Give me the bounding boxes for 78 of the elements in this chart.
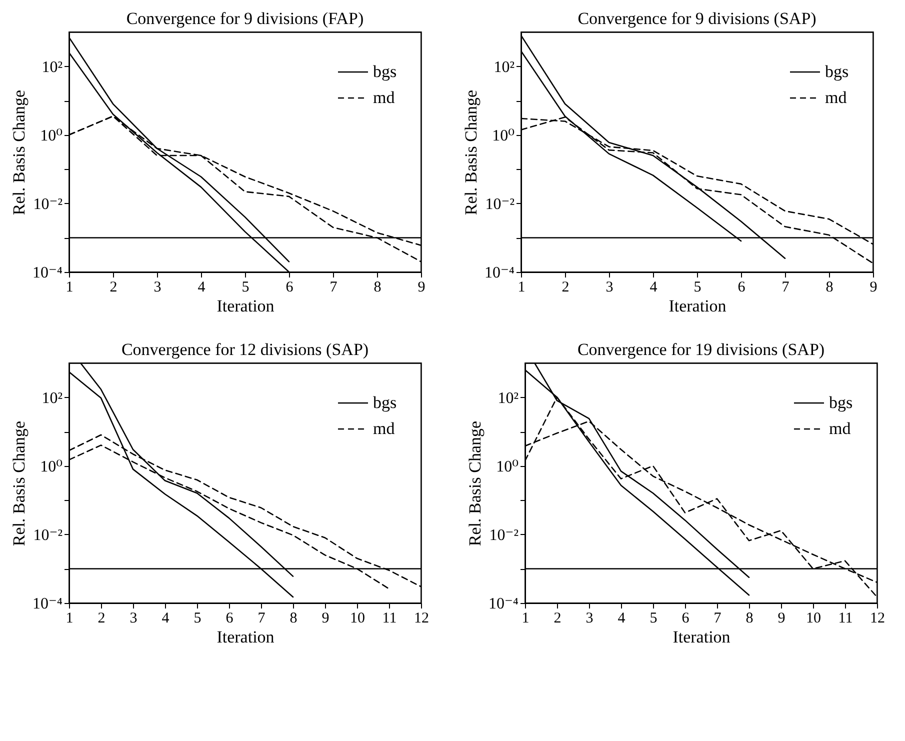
y-tick-label: 10⁰ (40, 127, 62, 144)
x-tick-label: 4 (198, 280, 206, 296)
x-tick-label: 9 (418, 280, 426, 296)
chart-title: Convergence for 9 divisions (FAP) (126, 9, 364, 28)
x-tick-label: 11 (838, 610, 853, 626)
y-tick-label: 10⁻² (485, 196, 515, 213)
legend-label: bgs (373, 393, 397, 412)
x-tick-label: 2 (110, 280, 118, 296)
x-tick-label: 5 (194, 610, 202, 626)
x-tick-label: 8 (746, 610, 754, 626)
x-tick-label: 11 (382, 610, 397, 626)
chart-title: Convergence for 19 divisions (SAP) (577, 340, 825, 359)
x-tick-label: 6 (286, 280, 294, 296)
x-tick-label: 4 (650, 280, 658, 296)
x-tick-label: 7 (782, 280, 790, 296)
x-tick-label: 1 (66, 610, 74, 626)
x-tick-label: 7 (258, 610, 266, 626)
x-tick-label: 2 (562, 280, 570, 296)
x-tick-label: 9 (322, 610, 330, 626)
x-tick-label: 3 (130, 610, 138, 626)
x-tick-label: 3 (586, 610, 594, 626)
legend-label: md (825, 88, 848, 107)
x-tick-label: 3 (154, 280, 162, 296)
x-tick-label: 5 (650, 610, 658, 626)
y-tick-label: 10⁻² (33, 196, 63, 213)
x-tick-label: 7 (714, 610, 722, 626)
x-tick-label: 5 (694, 280, 702, 296)
y-tick-label: 10⁻⁴ (32, 264, 63, 282)
legend-label: bgs (829, 393, 853, 412)
x-tick-label: 4 (162, 610, 170, 626)
x-tick-label: 10 (806, 610, 821, 626)
x-tick-label: 3 (606, 280, 614, 296)
x-axis-title: Iteration (216, 628, 275, 646)
y-tick-label: 10⁻⁴ (32, 596, 63, 612)
legend-label: md (373, 419, 396, 438)
x-tick-label: 2 (554, 610, 562, 626)
x-tick-label: 1 (522, 610, 530, 626)
x-tick-label: 8 (374, 280, 382, 296)
x-tick-label: 12 (414, 610, 429, 626)
y-axis-title: Rel. Basis Change (465, 420, 484, 546)
y-tick-label: 10⁰ (496, 458, 518, 476)
x-tick-label: 1 (518, 280, 526, 296)
x-tick-label: 10 (350, 610, 365, 626)
y-axis-title: Rel. Basis Change (9, 90, 28, 216)
chart-title: Convergence for 9 divisions (SAP) (578, 9, 816, 28)
y-tick-label: 10⁰ (40, 458, 62, 476)
legend-label: md (829, 419, 852, 438)
x-tick-label: 1 (66, 280, 74, 296)
x-tick-label: 4 (618, 610, 626, 626)
y-tick-label: 10² (42, 58, 63, 76)
x-tick-label: 5 (242, 280, 250, 296)
x-tick-label: 7 (330, 280, 338, 296)
y-tick-label: 10⁻² (33, 526, 63, 544)
legend-label: bgs (825, 62, 849, 81)
x-tick-label: 2 (98, 610, 106, 626)
x-tick-label: 6 (226, 610, 234, 626)
x-tick-label: 12 (870, 610, 885, 626)
x-tick-label: 9 (870, 280, 878, 296)
x-axis-title: Iteration (216, 296, 275, 316)
x-axis-title: Iteration (668, 296, 727, 316)
x-axis-title: Iteration (672, 628, 731, 646)
y-tick-label: 10² (498, 390, 519, 407)
y-tick-label: 10⁰ (492, 127, 514, 144)
x-tick-label: 8 (290, 610, 298, 626)
y-tick-label: 10⁻⁴ (484, 264, 515, 282)
y-tick-label: 10⁻⁴ (488, 596, 519, 612)
x-tick-label: 6 (738, 280, 746, 296)
legend-label: bgs (373, 62, 397, 81)
y-tick-label: 10² (494, 58, 515, 76)
y-tick-label: 10⁻² (489, 526, 519, 544)
legend-label: md (373, 88, 396, 107)
x-tick-label: 9 (778, 610, 786, 626)
x-tick-label: 8 (826, 280, 834, 296)
y-axis-title: Rel. Basis Change (9, 420, 28, 546)
y-tick-label: 10² (42, 390, 63, 407)
chart-title: Convergence for 12 divisions (SAP) (121, 340, 369, 359)
y-axis-title: Rel. Basis Change (461, 90, 480, 216)
x-tick-label: 6 (682, 610, 690, 626)
